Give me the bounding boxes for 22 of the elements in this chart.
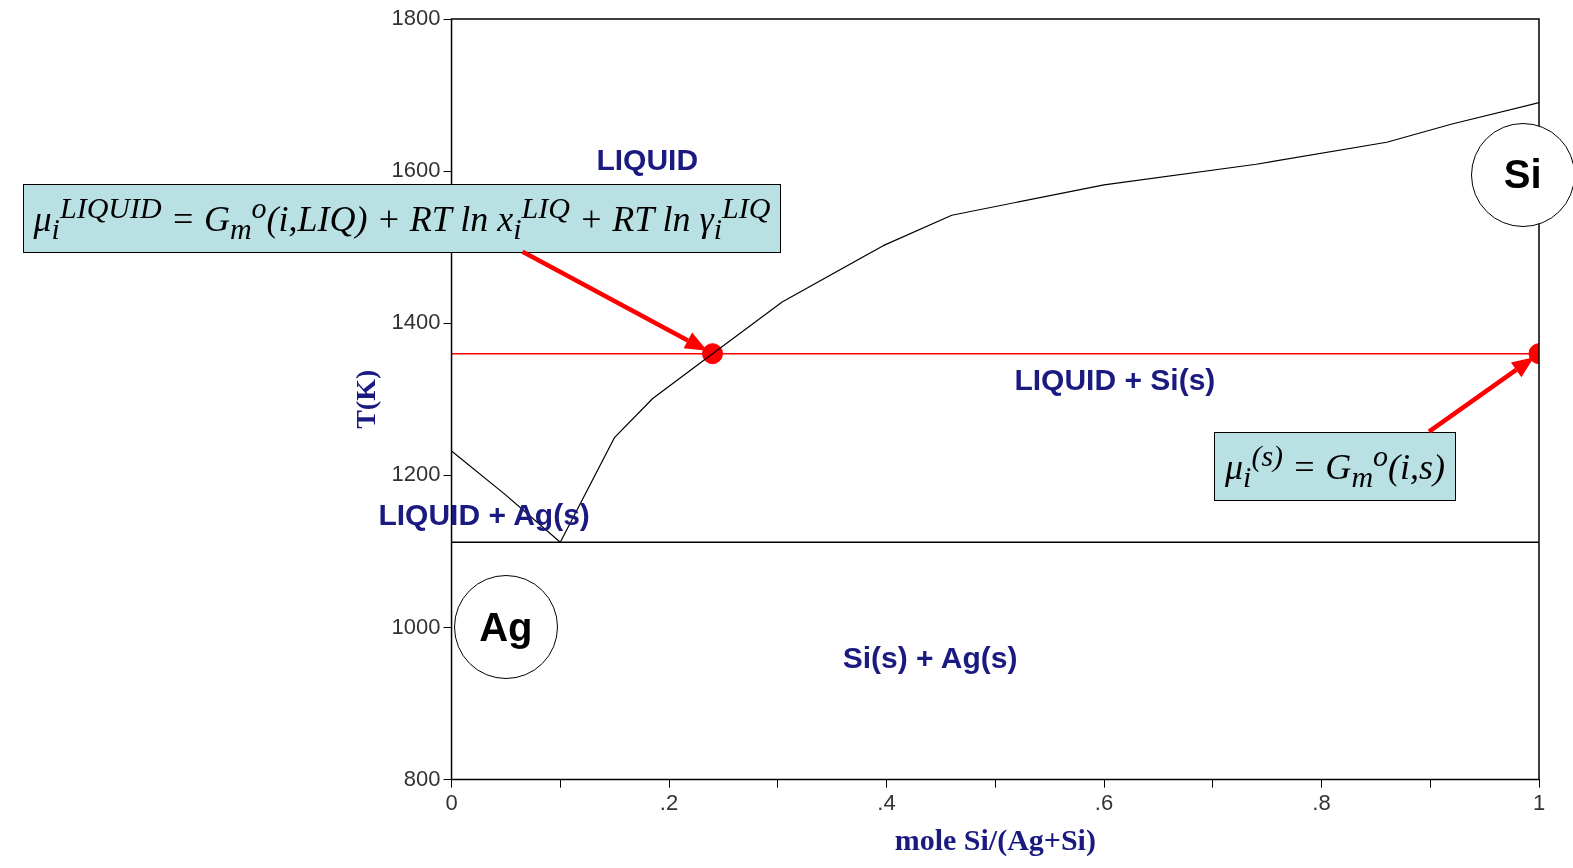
annotation: μ$_{i}$$^{(s)}$ = G$_{m}$$^{o}$(i,s) [1214, 431, 1457, 501]
x-axis-title: mole Si/(Ag+Si) [894, 822, 1096, 857]
y-tick-label: 1000 [391, 613, 441, 639]
x-tick-label: .4 [877, 789, 896, 815]
annotation: Si(s) + Ag(s) [842, 640, 1018, 675]
x-tick-label: 0 [445, 789, 458, 815]
circle: Ag [453, 575, 558, 680]
y-tick-label: 1600 [391, 157, 441, 183]
x-tick-label: 1 [1532, 789, 1546, 815]
circle: Si [1470, 122, 1573, 227]
y-tick-label: 1400 [391, 309, 441, 335]
y-axis-title: T(K) [350, 369, 382, 429]
y-tick-label: 800 [403, 765, 441, 791]
annotation: Si [1503, 152, 1542, 198]
y-tick-label: 1800 [391, 5, 441, 31]
x-tick-label: .8 [1312, 789, 1331, 815]
annotation: Ag [479, 604, 533, 650]
y-tick-label: 1200 [391, 461, 441, 487]
annotation: LIQUID [596, 142, 699, 177]
x-tick-label: .6 [1094, 789, 1114, 815]
x-tick-label: .2 [659, 789, 679, 815]
annotation: LIQUID + Si(s) [1014, 363, 1216, 398]
